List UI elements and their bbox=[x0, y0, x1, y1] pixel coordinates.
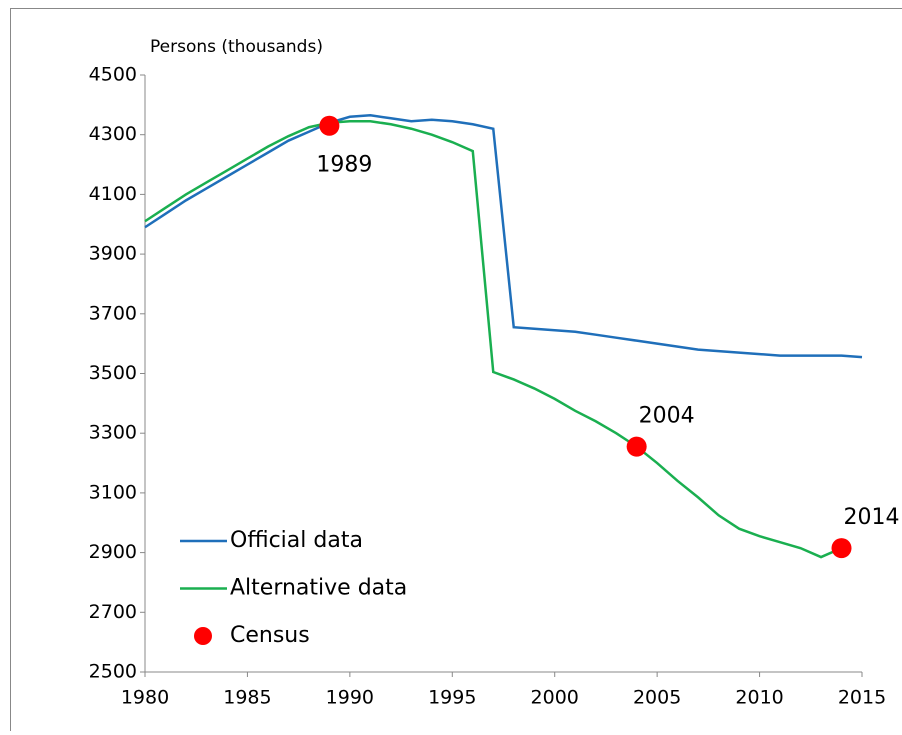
y-tick-label: 3100 bbox=[89, 481, 137, 503]
point-label: 2014 bbox=[844, 505, 900, 530]
x-tick-label: 2010 bbox=[735, 687, 783, 709]
legend-label: Alternative data bbox=[230, 576, 407, 601]
x-tick-label: 1990 bbox=[326, 687, 374, 709]
legend-label: Census bbox=[230, 623, 310, 648]
legend-marker bbox=[194, 627, 212, 645]
point-label: 1989 bbox=[316, 153, 372, 178]
x-tick-label: 2005 bbox=[633, 687, 681, 709]
x-tick-label: 1980 bbox=[121, 687, 169, 709]
y-tick-label: 4300 bbox=[89, 123, 137, 145]
y-tick-label: 2700 bbox=[89, 601, 137, 623]
census-point bbox=[319, 116, 339, 136]
x-tick-label: 2000 bbox=[531, 687, 579, 709]
census-point bbox=[832, 538, 852, 558]
frame bbox=[11, 9, 902, 732]
data-line bbox=[145, 121, 842, 557]
y-tick-label: 2500 bbox=[89, 661, 137, 683]
point-label: 2004 bbox=[639, 404, 695, 429]
y-tick-label: 3700 bbox=[89, 302, 137, 324]
census-point bbox=[627, 437, 647, 457]
y-tick-label: 3900 bbox=[89, 243, 137, 265]
data-line bbox=[145, 115, 862, 357]
y-tick-label: 4500 bbox=[89, 64, 137, 86]
x-tick-label: 2015 bbox=[838, 687, 886, 709]
x-tick-label: 1985 bbox=[223, 687, 271, 709]
y-tick-label: 2900 bbox=[89, 541, 137, 563]
legend-label: Official data bbox=[230, 528, 363, 553]
y-axis-title: Persons (thousands) bbox=[150, 37, 323, 57]
y-tick-label: 4100 bbox=[89, 183, 137, 205]
y-tick-label: 3500 bbox=[89, 362, 137, 384]
y-tick-label: 3300 bbox=[89, 422, 137, 444]
x-tick-label: 1995 bbox=[428, 687, 476, 709]
